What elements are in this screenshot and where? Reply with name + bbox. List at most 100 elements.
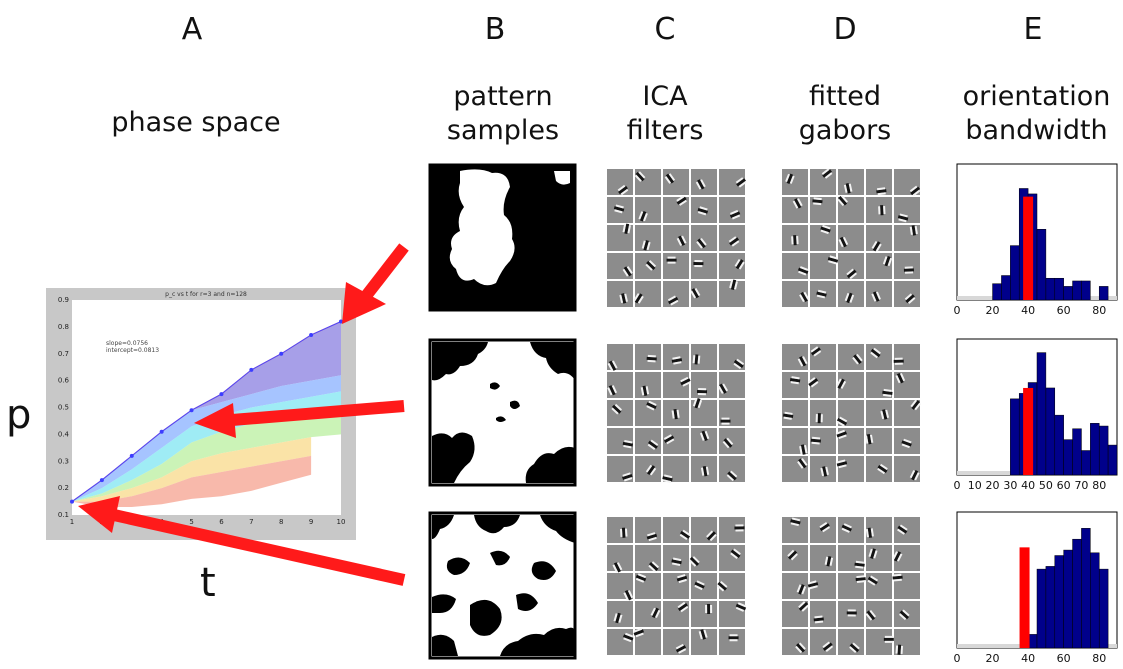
gabor-dark-stripe xyxy=(905,294,915,304)
gabor-tile xyxy=(894,428,920,454)
gabor-dark-stripe xyxy=(883,637,894,641)
gabor-stripes xyxy=(667,295,679,306)
gabor-light-stripe xyxy=(695,181,702,190)
gabor-dark-stripe xyxy=(697,179,705,190)
gabor-tile xyxy=(633,281,661,307)
orientation-histogram-2: 0 10 20 30 40 50 60 70 80 xyxy=(954,338,1118,492)
orientation-histogram-3: 0 20 40 60 80 xyxy=(954,511,1118,665)
gabor-stripes xyxy=(824,556,834,567)
gabor-light-stripe xyxy=(798,270,807,276)
gabor-light-stripe xyxy=(694,259,703,263)
gabor-stripes xyxy=(897,213,909,223)
phase-chart-title: p_c vs t for r=3 and n=128 xyxy=(165,291,247,298)
gabor-light-stripe xyxy=(694,264,703,268)
gabor-tile-bg xyxy=(866,400,892,426)
hist-x-tick-label: 30 xyxy=(1003,479,1017,492)
phase-ticks: 123456789100.10.20.30.40.50.60.70.80.9 xyxy=(58,296,346,526)
gabor-tile xyxy=(782,545,808,571)
gabor-dark-stripe xyxy=(820,226,831,233)
gabor-tile xyxy=(810,344,836,370)
gabor-tile xyxy=(782,197,808,223)
gabor-tile-bg xyxy=(866,281,892,307)
gabor-tile xyxy=(719,279,745,307)
gabor-dark-stripe xyxy=(877,464,888,474)
gabor-light-stripe xyxy=(677,601,686,609)
gabor-dark-stripe xyxy=(623,634,634,641)
gabor-light-stripe xyxy=(825,645,834,652)
gabor-stripes xyxy=(797,356,808,367)
gabor-tile xyxy=(719,400,745,426)
gabor-stripes xyxy=(820,466,829,477)
gabor-light-stripe xyxy=(904,266,913,269)
gabor-dark-stripe xyxy=(867,576,878,585)
gabor-stripes xyxy=(645,260,657,271)
gabor-tile xyxy=(689,545,717,571)
gabor-light-stripe xyxy=(900,645,904,655)
gabor-tile xyxy=(894,399,921,426)
gabor-tile xyxy=(719,225,745,251)
gabor-tile xyxy=(894,281,920,307)
gabor-grid-svg xyxy=(780,515,922,657)
y-tick-label: 0.7 xyxy=(58,350,69,358)
gabor-light-stripe xyxy=(638,171,646,179)
gabor-dark-stripe xyxy=(624,590,632,601)
gabor-light-stripe xyxy=(849,272,857,280)
gabor-dark-stripe xyxy=(735,603,747,611)
gabor-stripes xyxy=(646,354,657,363)
gabor-tile xyxy=(894,372,920,398)
gabor-tile xyxy=(782,573,808,599)
gabor-dark-stripe xyxy=(675,645,687,653)
gabor-light-stripe xyxy=(663,434,672,440)
gabor-light-stripe xyxy=(797,461,804,469)
fit-lines xyxy=(70,319,343,504)
gabor-dark-stripe xyxy=(872,241,881,252)
gabor-stripes xyxy=(791,235,799,246)
gabor-light-stripe xyxy=(733,362,742,370)
gabor-stripes xyxy=(722,437,734,449)
gabor-light-stripe xyxy=(824,172,833,179)
gabor-tile xyxy=(607,400,633,426)
hist-bar-blue xyxy=(1072,428,1082,476)
gabor-light-stripe xyxy=(808,580,817,585)
gabor-tile xyxy=(892,545,920,571)
gabor-stripes xyxy=(662,474,673,484)
gabor-light-stripe xyxy=(734,281,738,290)
gabor-stripes xyxy=(816,289,827,299)
gabor-tile-bg xyxy=(607,400,633,426)
gabor-dark-stripe xyxy=(854,562,865,567)
gabor-tile xyxy=(894,601,920,627)
gabor-stripes xyxy=(734,258,745,270)
gabor-light-stripe xyxy=(646,241,651,251)
gabor-stripes xyxy=(882,388,893,397)
gabor-light-stripe xyxy=(692,398,698,407)
gabor-light-stripe xyxy=(726,474,734,482)
gabor-light-stripe xyxy=(671,410,675,419)
gabor-tile xyxy=(866,253,893,279)
gabor-light-stripe xyxy=(883,205,886,215)
hist-bar-blue xyxy=(1098,425,1109,476)
gabor-stripes xyxy=(877,463,888,475)
gabor-dark-stripe xyxy=(680,378,691,386)
gabor-light-stripe xyxy=(633,293,640,301)
series-point xyxy=(279,351,284,356)
gabor-light-stripe xyxy=(813,202,822,206)
gabor-light-stripe xyxy=(791,517,801,522)
gabor-dark-stripe xyxy=(794,198,802,209)
gabor-dark-stripe xyxy=(608,360,617,371)
gabor-light-stripe xyxy=(704,430,710,440)
gabor-tile xyxy=(866,344,892,370)
gabor-tile xyxy=(810,517,836,543)
gabor-tile xyxy=(635,428,661,454)
gabor-light-stripe xyxy=(900,373,906,382)
gabor-tile xyxy=(635,517,661,543)
gabor-light-stripe xyxy=(804,445,808,454)
gabor-stripes xyxy=(728,634,739,642)
gabor-tile xyxy=(719,629,745,655)
gabor-light-stripe xyxy=(722,440,730,449)
gabor-light-stripe xyxy=(877,192,886,196)
gabor-tile xyxy=(663,281,689,307)
gabor-stripes xyxy=(795,642,806,654)
gabor-light-stripe xyxy=(647,354,656,358)
gabor-dark-stripe xyxy=(893,551,902,562)
gabor-tile xyxy=(663,253,689,279)
